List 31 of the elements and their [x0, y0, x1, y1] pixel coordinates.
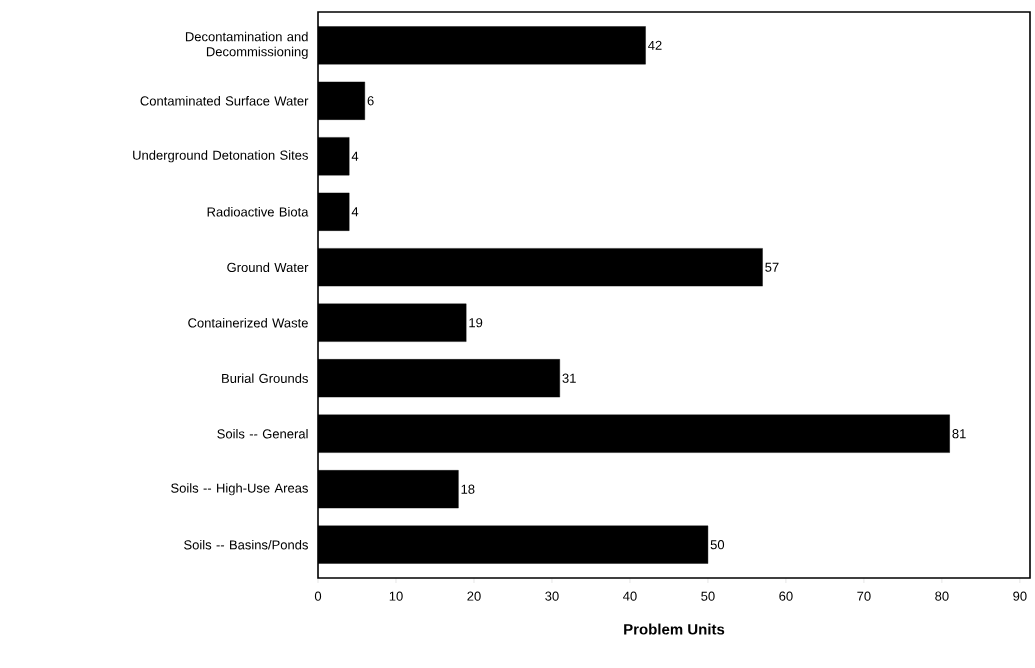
data-label: 18 [461, 484, 475, 494]
data-label: 6 [367, 96, 374, 106]
y-tick-label: Soils -- High-Use Areas [171, 483, 308, 496]
x-tick-label: 10 [389, 591, 403, 601]
data-label: 4 [351, 207, 359, 217]
y-tick-label: Soils -- General [217, 428, 308, 439]
y-tick-label: Radioactive Biota [207, 206, 309, 217]
x-tick-label: 90 [1013, 591, 1027, 601]
x-tick-label: 60 [779, 591, 793, 601]
y-tick-label: Containerized Waste [188, 317, 308, 328]
data-label: 50 [710, 540, 725, 550]
y-tick-label: Ground Water [227, 262, 309, 273]
x-tick-label: 50 [701, 591, 715, 601]
x-axis-title: Problem Units [624, 623, 725, 635]
data-label: 81 [952, 429, 966, 439]
y-tick-label: Soils -- Basins/Ponds [184, 539, 308, 550]
y-tick-label: Decontamination and Decommissioning [185, 31, 308, 59]
x-tick-label: 0 [314, 591, 322, 601]
data-label: 57 [765, 262, 779, 272]
x-tick-label: 30 [545, 591, 559, 601]
x-tick-label: 70 [857, 591, 871, 601]
data-label: 42 [648, 40, 662, 50]
x-tick-label: 80 [935, 591, 949, 601]
y-tick-label: Contaminated Surface Water [140, 96, 309, 106]
x-tick-label: 20 [467, 591, 481, 601]
y-tick-label: Underground Detonation Sites [133, 150, 308, 163]
x-tick-label: 40 [623, 591, 637, 601]
data-label: 19 [469, 318, 483, 328]
data-label: 31 [562, 373, 576, 383]
data-label: 4 [351, 151, 359, 161]
y-tick-label: Burial Grounds [222, 373, 308, 383]
